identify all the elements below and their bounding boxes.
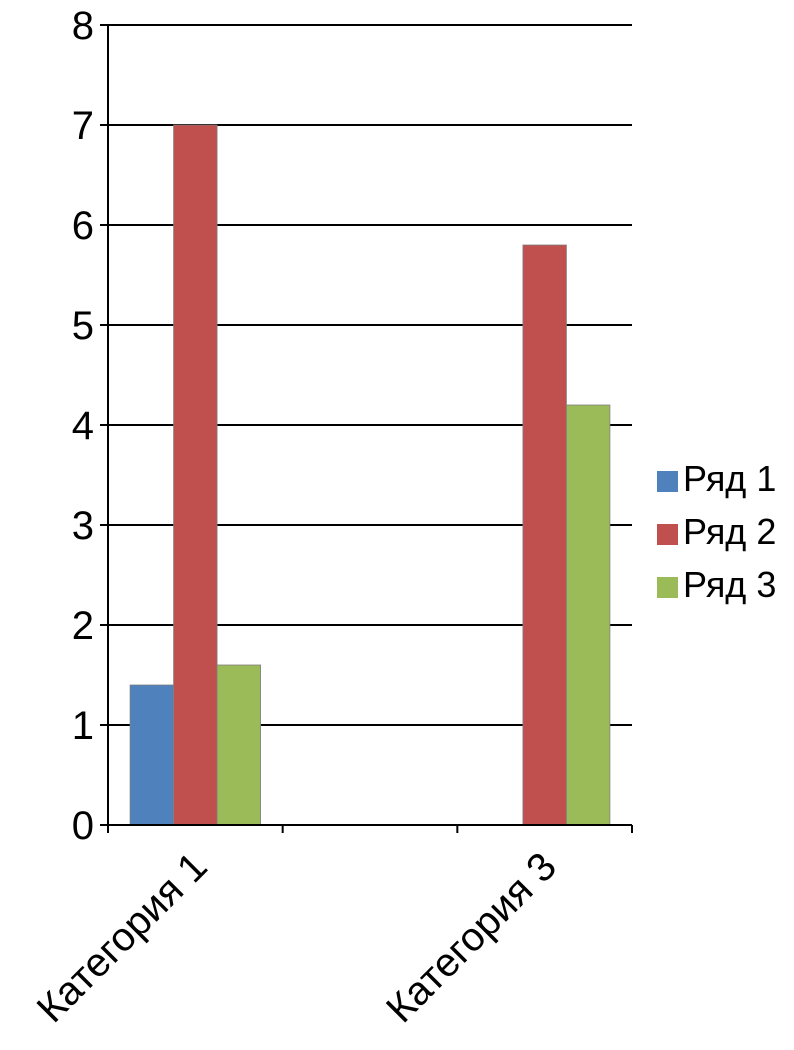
y-tick-label-0: 0 <box>72 804 94 848</box>
legend-label-3: Ряд 3 <box>683 564 776 605</box>
bar-series-2-category-1 <box>173 124 218 826</box>
legend-swatch-2 <box>657 524 678 545</box>
legend-swatch-1 <box>657 471 678 492</box>
legend-label-2: Ряд 2 <box>683 511 776 552</box>
bar-series-2-category-3 <box>522 244 567 826</box>
x-tick-label-3: Категория 3 <box>378 844 565 1031</box>
bar-series-1-category-1 <box>129 684 174 826</box>
legend: Ряд 1 Ряд 2 Ряд 3 <box>657 458 776 605</box>
axes <box>100 24 633 833</box>
y-tick-labels: 0 1 2 3 4 5 6 7 8 <box>72 4 94 848</box>
bar-series-3-category-1 <box>216 664 261 826</box>
bar-series-3-category-3 <box>566 404 611 826</box>
y-tick-label-5: 5 <box>72 304 94 348</box>
y-tick-label-7: 7 <box>72 104 94 148</box>
y-tick-label-4: 4 <box>72 404 94 448</box>
y-tick-label-2: 2 <box>72 604 94 648</box>
y-tick-label-1: 1 <box>72 704 94 748</box>
y-tick-label-6: 6 <box>72 204 94 248</box>
y-tick-label-3: 3 <box>72 504 94 548</box>
x-tick-label-1: Категория 1 <box>29 844 216 1031</box>
bars <box>129 124 611 826</box>
legend-swatch-3 <box>657 577 678 598</box>
x-tick-labels: Категория 1 Категория 3 <box>29 844 565 1031</box>
y-tick-label-8: 8 <box>72 4 94 48</box>
legend-label-1: Ряд 1 <box>683 458 776 499</box>
